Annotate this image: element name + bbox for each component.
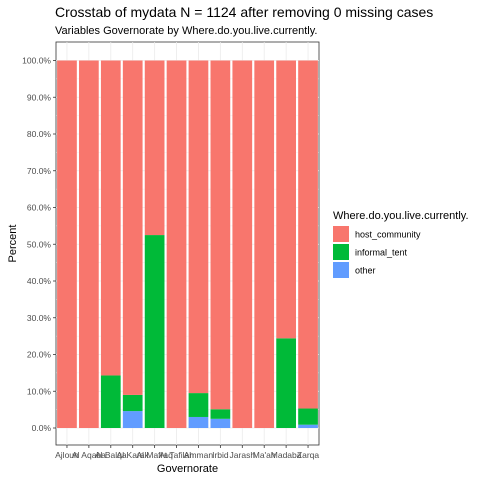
y-axis-title: Percent [7, 225, 19, 263]
x-tick-label: Ma'an [253, 450, 276, 460]
y-tick-label: 40.0% [27, 276, 52, 286]
x-tick-label: Irbid [212, 450, 229, 460]
bar-segment-informal-tent [122, 394, 143, 412]
legend: Where.do.you.live.currently. host_commun… [333, 210, 469, 278]
bar-segment-other [298, 424, 318, 428]
bar-segment-host-community [57, 60, 77, 428]
y-tick-label: 30.0% [27, 313, 52, 323]
y-tick-label: 90.0% [27, 92, 52, 102]
y-tick-label: 70.0% [27, 166, 52, 176]
bar-segment-informal-tent [100, 375, 121, 428]
bar-segment-host-community [254, 60, 275, 428]
bar-segment-other [122, 411, 143, 428]
bar-segment-host-community [298, 60, 318, 409]
chart-subtitle: Variables Governorate by Where.do.you.li… [55, 25, 318, 37]
x-tick-label: Madaba [271, 450, 302, 460]
x-tick-label: Jarash [230, 450, 256, 460]
bar-segment-host-community [232, 60, 253, 428]
x-tick-label: Ajloun [55, 450, 79, 460]
y-tick-label: 0.0% [32, 423, 52, 433]
bar-segment-host-community [188, 60, 209, 394]
x-tick-label: Zarqa [297, 450, 319, 460]
bar-segment-informal-tent [298, 408, 318, 425]
bar-segment-informal-tent [276, 338, 296, 428]
legend-key-informal-tent [333, 244, 349, 260]
x-tick-label: Al Aqaba [72, 450, 106, 460]
x-tick-label: Al Mafraq [136, 450, 173, 460]
x-axis-title: Governorate [157, 463, 218, 475]
x-tick-label: Al Karak [117, 450, 150, 460]
legend-key-other [333, 262, 349, 278]
bar-segment-host-community [210, 60, 231, 410]
x-tick-label: Al Balqa [95, 450, 127, 460]
bar-segment-host-community [100, 60, 121, 376]
y-tick-label: 80.0% [27, 129, 52, 139]
y-tick-label: 100.0% [22, 56, 51, 66]
y-tick-label: 60.0% [27, 203, 52, 213]
x-tick-label: Amman [184, 450, 214, 460]
legend-label-host-community: host_community [355, 230, 421, 240]
legend-title: Where.do.you.live.currently. [333, 210, 469, 222]
bar-segment-other [210, 418, 231, 428]
bar-segment-host-community [122, 60, 143, 395]
chart-title: Crosstab of mydata N = 1124 after removi… [55, 4, 433, 20]
legend-label-other: other [355, 266, 376, 276]
bar-segment-informal-tent [188, 393, 209, 417]
legend-key-host-community [333, 226, 349, 242]
bar-segment-host-community [166, 60, 187, 428]
y-tick-label: 20.0% [27, 350, 52, 360]
x-tick-label: At Tafilah [159, 450, 194, 460]
bar-segment-host-community [79, 60, 99, 428]
legend-label-informal-tent: informal_tent [355, 248, 408, 258]
bar-segment-host-community [276, 60, 296, 339]
bars [57, 60, 318, 428]
bar-segment-informal-tent [210, 409, 231, 419]
bar-segment-other [188, 416, 209, 428]
y-axis-ticks: 0.0% 10.0% 20.0% 30.0% 40.0% 50.0% 60.0% 70.0% 8… [22, 56, 56, 433]
y-tick-label: 10.0% [27, 386, 52, 396]
bar-segment-informal-tent [144, 235, 165, 428]
bar-segment-host-community [144, 60, 165, 236]
plot-panel [55, 41, 320, 446]
y-tick-label: 50.0% [27, 239, 52, 249]
